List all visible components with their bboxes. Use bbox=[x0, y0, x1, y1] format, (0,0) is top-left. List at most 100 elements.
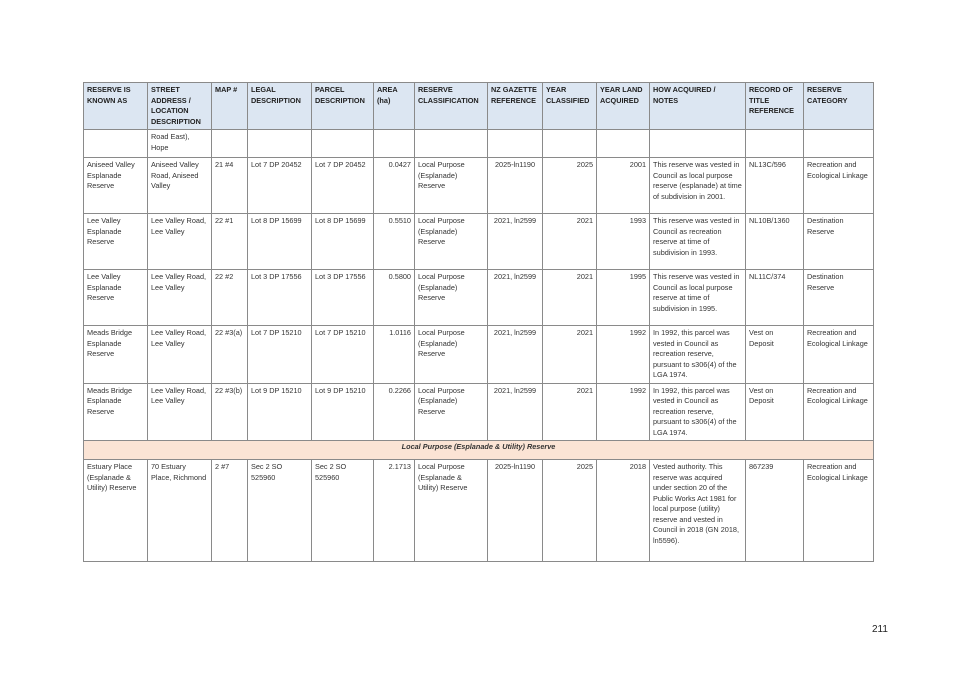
table-row: Lee Valley Esplanade Reserve Lee Valley R… bbox=[83, 213, 874, 270]
table-cell bbox=[649, 129, 746, 158]
table-cell: Sec 2 SO 525960 bbox=[247, 459, 312, 562]
table-cell: 2025-ln1190 bbox=[487, 157, 543, 214]
header-cell: RESERVE CLASSIFICATION bbox=[414, 82, 488, 130]
table-cell: 1995 bbox=[596, 269, 650, 326]
table-cell: Vested authority. This reserve was acqui… bbox=[649, 459, 746, 562]
table-cell: NL11C/374 bbox=[745, 269, 804, 326]
header-cell: RESERVE CATEGORY bbox=[803, 82, 874, 130]
table-cell: Lot 7 DP 15210 bbox=[311, 325, 374, 384]
table-cell: Destination Reserve bbox=[803, 213, 874, 270]
table-cell: 70 Estuary Place, Richmond bbox=[147, 459, 212, 562]
table-cell: Aniseed Valley Esplanade Reserve bbox=[83, 157, 148, 214]
table-cell: 2021 bbox=[542, 213, 597, 270]
table-row: Meads Bridge Esplanade Reserve Lee Valley… bbox=[83, 382, 874, 441]
table-cell: Local Purpose (Esplanade) Reserve bbox=[414, 213, 488, 270]
table-cell: Local Purpose (Esplanade & Utility) Rese… bbox=[414, 459, 488, 562]
table-cell: 0.2266 bbox=[373, 382, 415, 441]
table-cell: 2021, ln2599 bbox=[487, 269, 543, 326]
reserve-table: RESERVE IS KNOWN AS STREET ADDRESS / LOCA… bbox=[83, 82, 874, 562]
header-cell: RECORD OF TITLE REFERENCE bbox=[745, 82, 804, 130]
table-row: Local Purpose (Esplanade & Utility) Rese… bbox=[83, 440, 874, 460]
table-cell: NL10B/1360 bbox=[745, 213, 804, 270]
table-cell: In 1992, this parcel was vested in Counc… bbox=[649, 382, 746, 441]
table-cell: 2021, ln2599 bbox=[487, 213, 543, 270]
table-cell: 2025 bbox=[542, 157, 597, 214]
table-cell: Lee Valley Road, Lee Valley bbox=[147, 213, 212, 270]
header-cell: AREA (ha) bbox=[373, 82, 415, 130]
header-cell: NZ GAZETTE REFERENCE bbox=[487, 82, 543, 130]
table-cell: Vest on Deposit bbox=[745, 325, 804, 384]
header-cell: YEAR LAND ACQUIRED bbox=[596, 82, 650, 130]
table-cell: 2001 bbox=[596, 157, 650, 214]
table-cell: Meads Bridge Esplanade Reserve bbox=[83, 325, 148, 384]
table-row: Lee Valley Esplanade Reserve Lee Valley R… bbox=[83, 269, 874, 326]
table-cell bbox=[247, 129, 312, 158]
table-cell bbox=[311, 129, 374, 158]
table-cell: 2.1713 bbox=[373, 459, 415, 562]
table-cell: Sec 2 SO 525960 bbox=[311, 459, 374, 562]
table-cell: NL13C/596 bbox=[745, 157, 804, 214]
table-cell: 867239 bbox=[745, 459, 804, 562]
table-cell: Destination Reserve bbox=[803, 269, 874, 326]
table-cell: Lot 7 DP 15210 bbox=[247, 325, 312, 384]
table-cell: 1992 bbox=[596, 325, 650, 384]
table-cell: 2018 bbox=[596, 459, 650, 562]
table-cell bbox=[414, 129, 488, 158]
table-cell: This reserve was vested in Council as lo… bbox=[649, 157, 746, 214]
table-cell: Recreation and Ecological Linkage bbox=[803, 157, 874, 214]
table-cell: 2021 bbox=[542, 325, 597, 384]
table-cell: 21 #4 bbox=[211, 157, 248, 214]
table-cell: This reserve was vested in Council as lo… bbox=[649, 269, 746, 326]
table-cell: Lot 8 DP 15699 bbox=[311, 213, 374, 270]
table-cell: Lot 7 DP 20452 bbox=[311, 157, 374, 214]
table-cell: 22 #3(a) bbox=[211, 325, 248, 384]
table-cell: 1992 bbox=[596, 382, 650, 441]
table-cell bbox=[373, 129, 415, 158]
table-cell: Local Purpose (Esplanade) Reserve bbox=[414, 325, 488, 384]
header-row: RESERVE IS KNOWN AS STREET ADDRESS / LOCA… bbox=[83, 82, 874, 130]
table-cell: 0.5800 bbox=[373, 269, 415, 326]
header-cell: LEGAL DESCRIPTION bbox=[247, 82, 312, 130]
table-cell: 0.5510 bbox=[373, 213, 415, 270]
table-cell: 2021, ln2599 bbox=[487, 325, 543, 384]
table-cell: Lot 8 DP 15699 bbox=[247, 213, 312, 270]
header-cell: PARCEL DESCRIPTION bbox=[311, 82, 374, 130]
table-cell: 2021 bbox=[542, 382, 597, 441]
table-cell: Recreation and Ecological Linkage bbox=[803, 459, 874, 562]
table-cell bbox=[803, 129, 874, 158]
table-row: Aniseed Valley Esplanade Reserve Aniseed … bbox=[83, 157, 874, 214]
header-cell: MAP # bbox=[211, 82, 248, 130]
table-cell bbox=[596, 129, 650, 158]
table-row: Meads Bridge Esplanade Reserve Lee Valley… bbox=[83, 325, 874, 384]
table-cell: This reserve was vested in Council as re… bbox=[649, 213, 746, 270]
header-cell: STREET ADDRESS / LOCATION DESCRIPTION bbox=[147, 82, 212, 130]
table-cell: In 1992, this parcel was vested in Counc… bbox=[649, 325, 746, 384]
header-cell: HOW ACQUIRED / NOTES bbox=[649, 82, 746, 130]
table-cell: Vest on Deposit bbox=[745, 382, 804, 441]
table-cell: Lot 7 DP 20452 bbox=[247, 157, 312, 214]
table-cell: Aniseed Valley Road, Aniseed Valley bbox=[147, 157, 212, 214]
table-cell: Lot 9 DP 15210 bbox=[311, 382, 374, 441]
table-cell: Meads Bridge Esplanade Reserve bbox=[83, 382, 148, 441]
table-cell: Lee Valley Road, Lee Valley bbox=[147, 269, 212, 326]
section-row: Local Purpose (Esplanade & Utility) Rese… bbox=[83, 440, 874, 460]
table-row: Road East), Hope bbox=[83, 129, 874, 158]
table-cell: Lot 3 DP 17556 bbox=[247, 269, 312, 326]
table-cell: 1.0116 bbox=[373, 325, 415, 384]
table-cell: Local Purpose (Esplanade) Reserve bbox=[414, 269, 488, 326]
table-cell: Estuary Place (Esplanade & Utility) Rese… bbox=[83, 459, 148, 562]
table-cell bbox=[83, 129, 148, 158]
table-cell: Recreation and Ecological Linkage bbox=[803, 382, 874, 441]
table-row: Estuary Place (Esplanade & Utility) Rese… bbox=[83, 459, 874, 562]
table-cell: 2 #7 bbox=[211, 459, 248, 562]
table-cell bbox=[487, 129, 543, 158]
table-cell: Lee Valley Esplanade Reserve bbox=[83, 213, 148, 270]
header-cell: YEAR CLASSIFIED bbox=[542, 82, 597, 130]
table-body: Road East), Hope Aniseed Valley Esplanade… bbox=[83, 129, 874, 562]
table-cell: Lot 3 DP 17556 bbox=[311, 269, 374, 326]
table-cell: 0.0427 bbox=[373, 157, 415, 214]
table-cell: 2021, ln2599 bbox=[487, 382, 543, 441]
table-cell: Local Purpose (Esplanade) Reserve bbox=[414, 157, 488, 214]
table-cell: 1993 bbox=[596, 213, 650, 270]
